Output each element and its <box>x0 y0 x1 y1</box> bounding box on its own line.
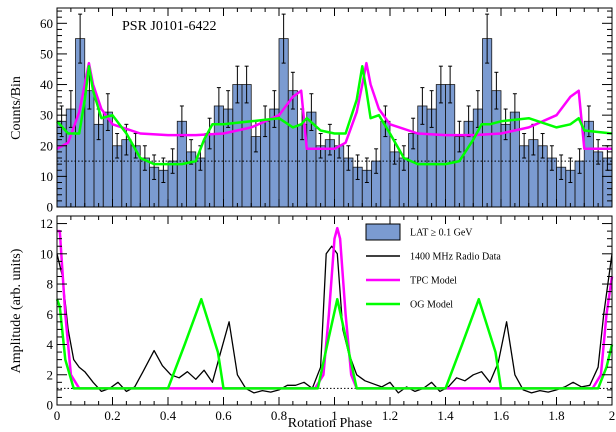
x-tick-label: 1.4 <box>437 408 454 423</box>
bottom-y-tick-label: 6 <box>47 307 54 322</box>
bottom-y-tick-label: 0 <box>47 398 54 413</box>
x-tick-label: 1 <box>331 408 338 423</box>
og-model-curve <box>55 297 614 390</box>
x-tick-label: 0 <box>54 408 61 423</box>
legend-swatch-lat <box>365 223 401 241</box>
x-tick-label: 0.8 <box>271 408 287 423</box>
bottom-y-tick-label: 8 <box>47 277 54 292</box>
top-y-axis-title: Counts/Bin <box>9 76 24 140</box>
pulsar-name-label: PSR J0101-6422 <box>122 19 217 34</box>
x-tick-label: 0.4 <box>160 408 177 423</box>
top-y-tick-label: 40 <box>40 77 53 92</box>
top-model-curves <box>56 61 613 166</box>
x-tick-label: 0.2 <box>104 408 120 423</box>
bottom-y-tick-label: 4 <box>47 337 54 352</box>
top-y-tick-label: 50 <box>40 46 53 61</box>
top-y-tick-label: 30 <box>40 108 53 123</box>
tpc-model-top-curve <box>56 61 612 151</box>
counts-histogram-bars <box>56 38 613 208</box>
legend-label: OG Model <box>410 300 453 311</box>
top-y-tick-label: 10 <box>40 169 53 184</box>
x-tick-label: 0.6 <box>215 408 232 423</box>
top-panel-axes: 0 10 20 30 40 50 60 <box>40 8 613 215</box>
bottom-y-axis-title: Amplitude (arb. units) <box>9 248 24 373</box>
top-y-tick-label: 0 <box>47 200 54 215</box>
bottom-y-tick-label: 2 <box>47 367 54 382</box>
x-tick-label: 1.8 <box>548 408 564 423</box>
legend: LAT ≥ 0.1 GeV 1400 MHz Radio Data TPC Mode… <box>365 223 501 311</box>
bottom-panel-amplitude: 0 2 4 6 8 10 12 0 0.2 0.4 0.6 0.8 1 1.2 1.4 1.6 1.8 2 Amp… <box>9 215 616 431</box>
legend-label: TPC Model <box>410 276 457 287</box>
counts-error-bars <box>59 13 610 184</box>
bottom-y-tick-label: 12 <box>40 216 53 231</box>
x-axis-title: Rotation Phase <box>288 416 372 431</box>
x-tick-label: 2 <box>609 408 616 423</box>
1400-mhz-radio-data-curve <box>56 245 613 394</box>
x-tick-label: 1.6 <box>493 408 510 423</box>
top-y-tick-label: 20 <box>40 138 53 153</box>
x-tick-label: 1.2 <box>382 408 398 423</box>
top-panel-counts-histogram: 0 10 20 30 40 50 60 PSR J0101-6422 Counts/Bin <box>9 7 613 215</box>
bottom-y-tick-label: 10 <box>40 246 53 261</box>
bottom-panel-axes: 0 2 4 6 8 10 12 0 0.2 0.4 0.6 0.8 1 1.2 1.4 1.6 1.8 2 <box>40 215 616 423</box>
legend-label: 1400 MHz Radio Data <box>410 252 501 263</box>
bottom-model-curves <box>55 226 614 394</box>
legend-label: LAT ≥ 0.1 GeV <box>410 228 473 239</box>
top-y-tick-label: 60 <box>40 16 53 31</box>
og-model-top-curve <box>56 64 613 166</box>
